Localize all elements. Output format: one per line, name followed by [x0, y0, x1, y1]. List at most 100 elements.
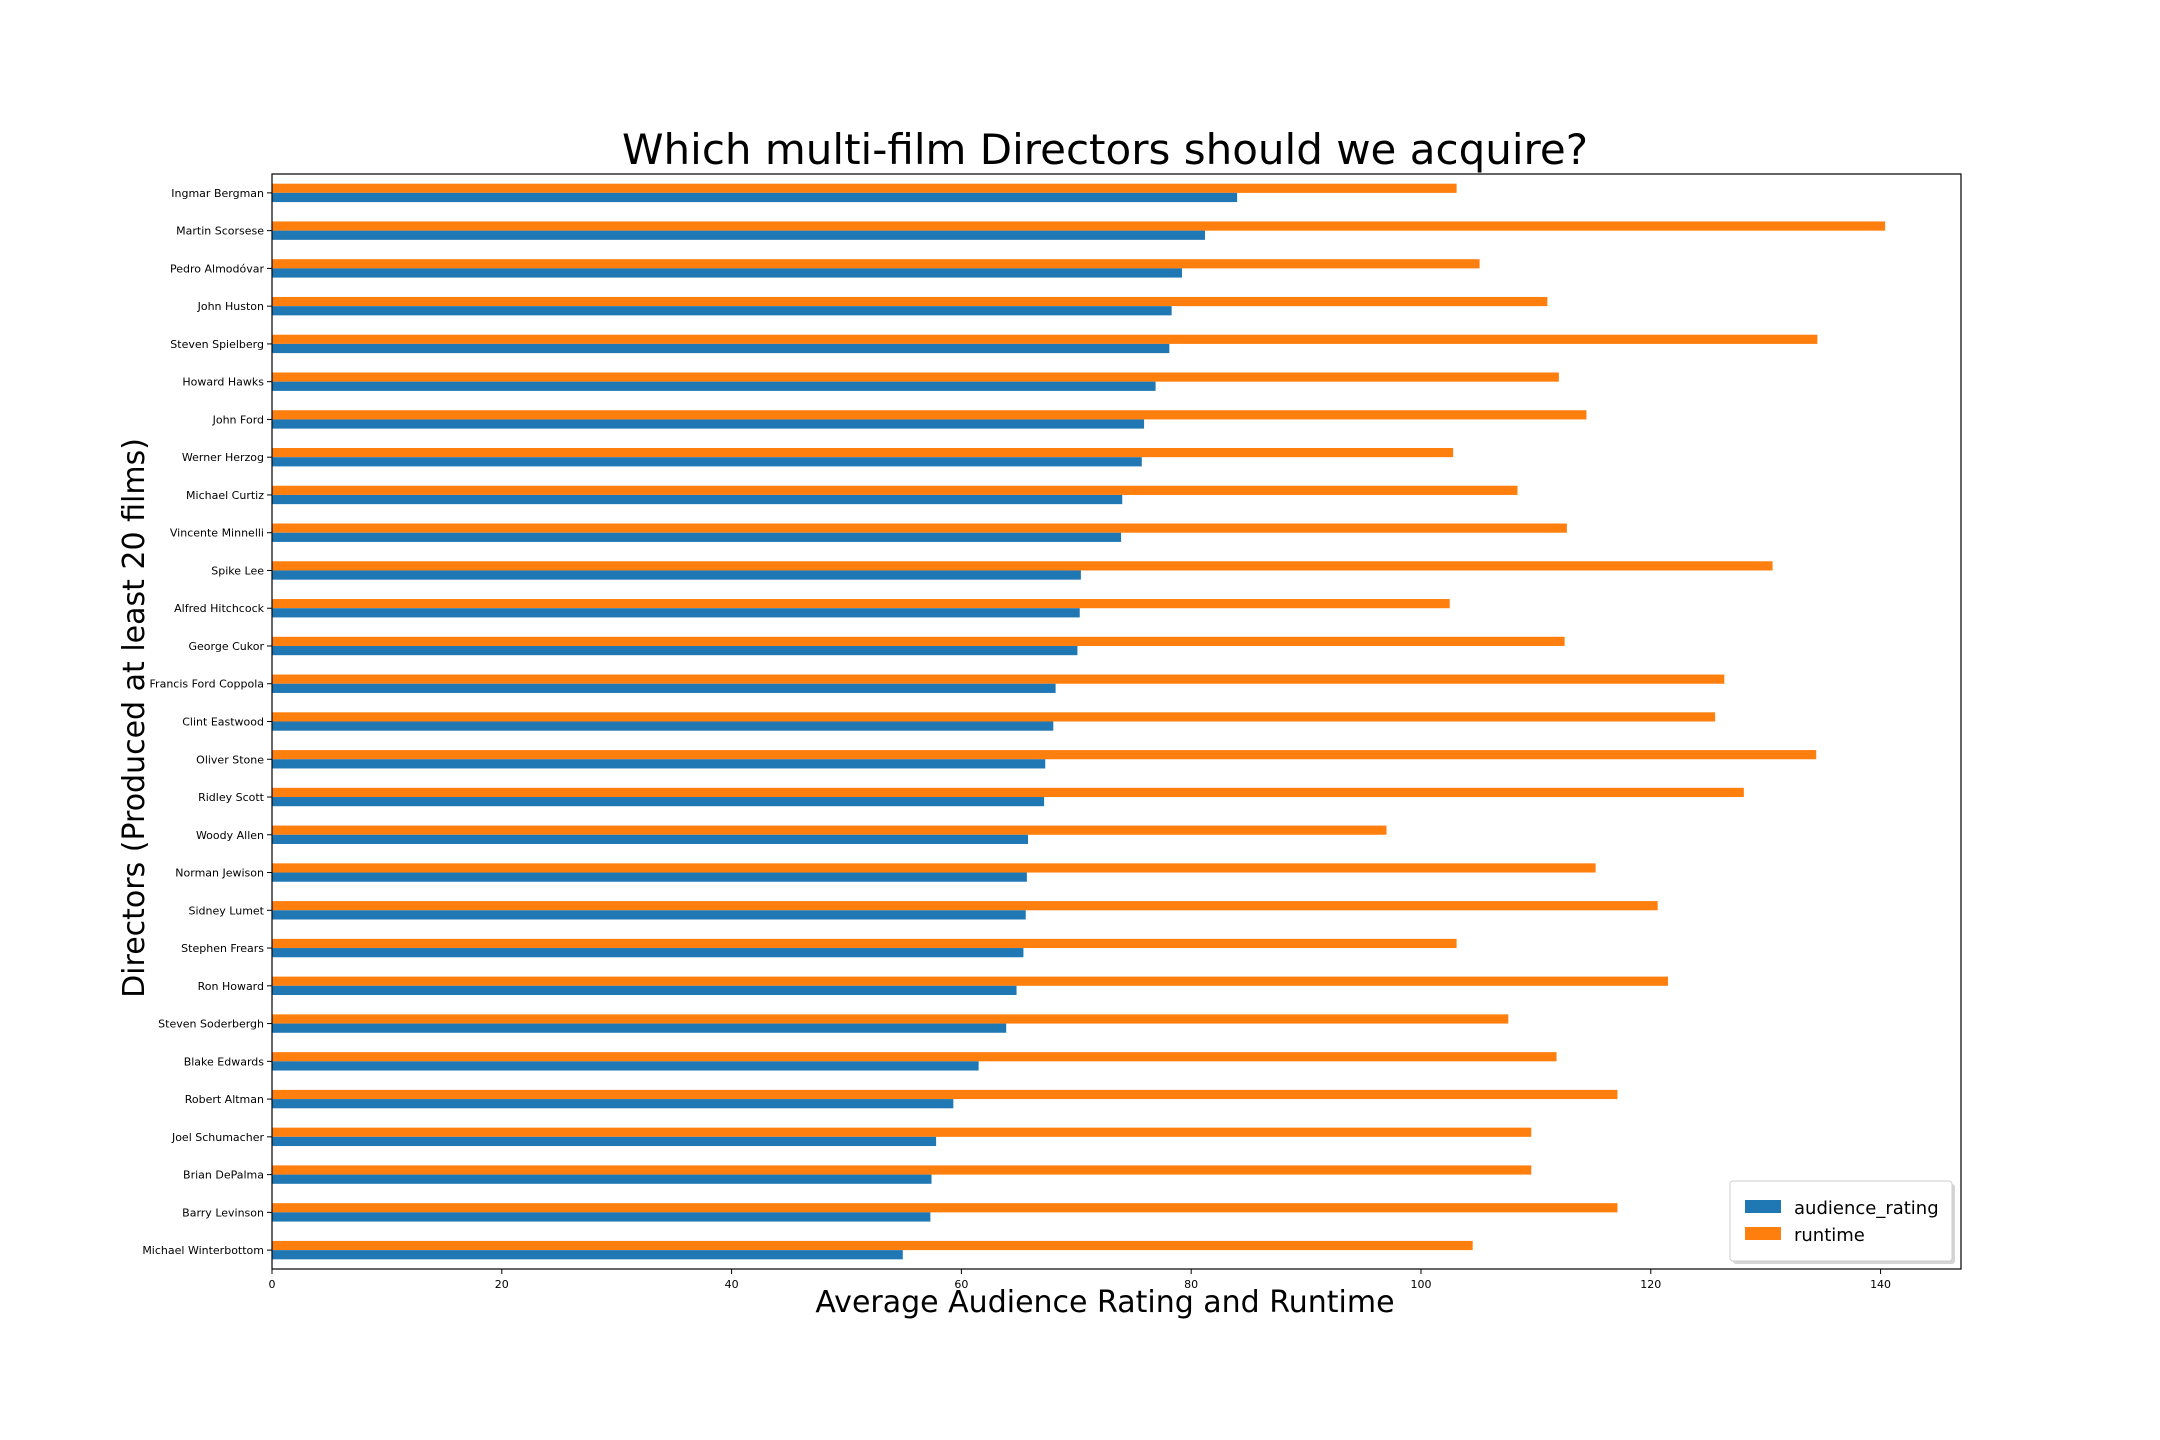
x-tick-label-60: 60: [954, 1278, 968, 1291]
bar-audience-rating-francis-ford-coppola: [272, 683, 1056, 693]
y-tick-label-stephen-frears: Stephen Frears: [181, 942, 264, 955]
bar-runtime-spike-lee: [272, 561, 1773, 571]
bar-audience-rating-john-ford: [272, 419, 1145, 429]
bar-audience-rating-brian-depalma: [272, 1174, 932, 1184]
bar-audience-rating-blake-edwards: [272, 1061, 979, 1071]
legend-box: [1729, 1180, 1953, 1262]
bar-audience-rating-clint-eastwood: [272, 721, 1054, 731]
y-tick-label-brian-depalma: Brian DePalma: [183, 1169, 264, 1182]
bar-audience-rating-barry-levinson: [272, 1212, 931, 1222]
y-tick-label-ingmar-bergman: Ingmar Bergman: [171, 187, 264, 200]
y-tick-label-sidney-lumet: Sidney Lumet: [189, 904, 265, 917]
bar-audience-rating-werner-herzog: [272, 457, 1142, 467]
x-axis-title: Average Audience Rating and Runtime: [815, 1285, 1394, 1320]
bar-runtime-oliver-stone: [272, 750, 1817, 760]
bar-runtime-barry-levinson: [272, 1203, 1618, 1213]
y-tick-label-woody-allen: Woody Allen: [196, 829, 264, 842]
y-tick-label-francis-ford-coppola: Francis Ford Coppola: [150, 678, 264, 691]
legend: audience_rating runtime: [1729, 1180, 1955, 1264]
bar-runtime-ingmar-bergman: [272, 183, 1457, 193]
bar-audience-rating-spike-lee: [272, 570, 1081, 580]
y-axis-title: Directors (Produced at least 20 films): [117, 438, 152, 998]
bar-audience-rating-stephen-frears: [272, 948, 1024, 958]
bar-audience-rating-steven-spielberg: [272, 343, 1170, 354]
bar-runtime-ridley-scott: [272, 787, 1744, 798]
x-tick-label-80: 80: [1184, 1278, 1198, 1291]
y-tick-labels: Ingmar Bergman Martin Scorsese Pedro Almod…: [142, 187, 272, 1257]
x-tick-label-100: 100: [1410, 1278, 1431, 1291]
y-tick-label-vincente-minnelli: Vincente Minnelli: [170, 527, 264, 540]
bar-runtime-brian-depalma: [272, 1165, 1532, 1175]
bar-runtime-joel-schumacher: [272, 1127, 1532, 1137]
y-tick-label-robert-altman: Robert Altman: [185, 1093, 264, 1106]
bar-runtime-john-ford: [272, 410, 1587, 420]
bar-runtime-werner-herzog: [272, 447, 1454, 458]
bar-audience-rating-martin-scorsese: [272, 230, 1205, 240]
y-tick-label-clint-eastwood: Clint Eastwood: [182, 716, 264, 729]
y-tick-label-alfred-hitchcock: Alfred Hitchcock: [174, 602, 264, 615]
plot-frame: [271, 173, 1962, 1270]
bar-audience-rating-michael-curtiz: [272, 494, 1123, 505]
bar-runtime-john-huston: [272, 296, 1548, 307]
bar-runtime-michael-winterbottom: [272, 1240, 1473, 1251]
bar-audience-rating-pedro-almodovar: [272, 268, 1182, 278]
y-tick-label-norman-jewison: Norman Jewison: [175, 867, 264, 880]
legend-swatch-runtime: [1745, 1227, 1781, 1240]
y-tick-label-michael-curtiz: Michael Curtiz: [186, 489, 264, 502]
bar-audience-rating-woody-allen: [272, 834, 1029, 844]
x-tick-label-120: 120: [1640, 1278, 1661, 1291]
bar-runtime-sidney-lumet: [272, 901, 1658, 911]
bar-audience-rating-robert-altman: [272, 1099, 954, 1109]
bar-runtime-woody-allen: [272, 825, 1387, 835]
bar-audience-rating-michael-winterbottom: [272, 1250, 903, 1260]
bar-audience-rating-sidney-lumet: [272, 910, 1026, 920]
bar-audience-rating-vincente-minnelli: [272, 532, 1122, 542]
legend-swatch-audience-rating: [1745, 1200, 1781, 1213]
x-tick-label-40: 40: [725, 1278, 739, 1291]
y-tick-label-george-cukor: George Cukor: [189, 640, 265, 653]
bar-runtime-clint-eastwood: [272, 712, 1716, 722]
bar-audience-rating-john-huston: [272, 306, 1172, 316]
legend-label-runtime: runtime: [1794, 1225, 1865, 1246]
bars-group: [272, 183, 1886, 1260]
bar-runtime-stephen-frears: [272, 938, 1457, 949]
y-tick-label-barry-levinson: Barry Levinson: [182, 1206, 264, 1219]
bar-runtime-steven-spielberg: [272, 334, 1818, 344]
bar-runtime-vincente-minnelli: [272, 523, 1567, 533]
y-tick-label-howard-hawks: Howard Hawks: [182, 376, 264, 389]
bar-audience-rating-oliver-stone: [272, 759, 1046, 769]
bar-audience-rating-norman-jewison: [272, 872, 1027, 882]
bar-runtime-norman-jewison: [272, 863, 1596, 873]
bar-runtime-ron-howard: [272, 976, 1669, 986]
y-tick-label-john-huston: John Huston: [197, 300, 264, 313]
y-tick-label-steven-soderbergh: Steven Soderbergh: [158, 1018, 264, 1031]
bar-audience-rating-ron-howard: [272, 985, 1017, 996]
y-tick-label-john-ford: John Ford: [212, 413, 264, 426]
legend-label-audience-rating: audience_rating: [1794, 1198, 1939, 1219]
x-tick-label-20: 20: [495, 1278, 509, 1291]
x-tick-label-0: 0: [269, 1278, 276, 1291]
y-tick-label-joel-schumacher: Joel Schumacher: [171, 1131, 265, 1144]
bar-runtime-steven-soderbergh: [272, 1014, 1509, 1024]
bar-audience-rating-steven-soderbergh: [272, 1023, 1007, 1033]
x-tick-label-140: 140: [1870, 1278, 1891, 1291]
bar-audience-rating-ingmar-bergman: [272, 192, 1238, 203]
bar-runtime-howard-hawks: [272, 372, 1559, 382]
y-tick-label-michael-winterbottom: Michael Winterbottom: [142, 1244, 264, 1257]
bar-runtime-francis-ford-coppola: [272, 674, 1725, 684]
y-tick-label-steven-spielberg: Steven Spielberg: [170, 338, 264, 351]
bar-runtime-martin-scorsese: [272, 221, 1886, 231]
bar-audience-rating-howard-hawks: [272, 381, 1156, 391]
x-tick-labels: 0 20 40 60 80 100 120 140: [269, 1269, 1891, 1291]
y-tick-label-ron-howard: Ron Howard: [198, 980, 264, 993]
bar-runtime-blake-edwards: [272, 1052, 1557, 1062]
chart-title: Which multi-film Directors should we acq…: [622, 125, 1588, 174]
bar-runtime-george-cukor: [272, 636, 1565, 646]
bar-runtime-pedro-almodovar: [272, 259, 1480, 269]
y-tick-label-werner-herzog: Werner Herzog: [182, 451, 264, 464]
bar-audience-rating-joel-schumacher: [272, 1136, 937, 1147]
bar-audience-rating-ridley-scott: [272, 797, 1045, 807]
y-tick-label-oliver-stone: Oliver Stone: [196, 753, 264, 766]
bar-runtime-alfred-hitchcock: [272, 599, 1450, 609]
